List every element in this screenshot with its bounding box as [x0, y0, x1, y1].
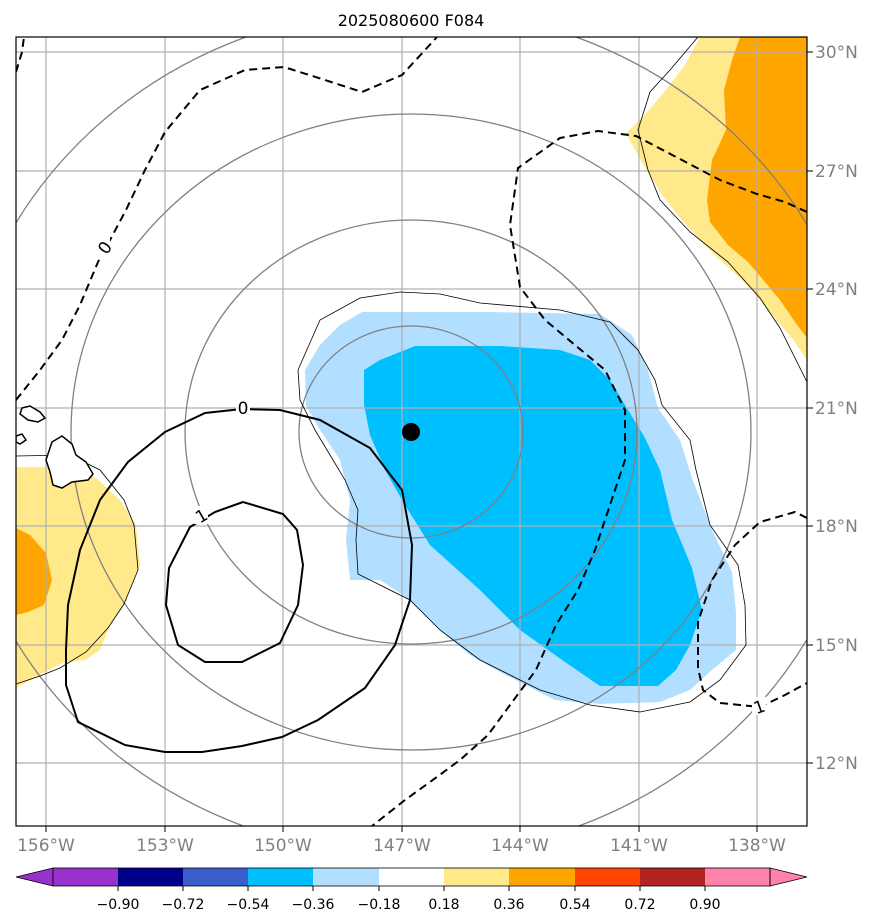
thin-outline-cool: [297, 291, 747, 713]
contour-labels: 0 0 1 1: [94, 238, 768, 719]
colorbar-bin-9: [575, 868, 640, 886]
lat-label-27n: 27°N: [815, 162, 858, 182]
colorbar-bin-1: [53, 868, 118, 886]
colorbar-bin-7: [444, 868, 509, 886]
colorbar-frame: [52, 867, 771, 887]
lon-label-153w: 153°W: [136, 836, 194, 856]
colorbar-bin-3: [183, 868, 248, 886]
colorbar-extend-low: [15, 867, 54, 887]
axis-ticks: [45, 51, 813, 832]
colorbar-label-7: 0.36: [493, 897, 524, 913]
island-big: [45, 435, 94, 489]
lon-label-144w: 144°W: [491, 836, 549, 856]
solid-contours: [65, 407, 414, 753]
lon-label-147w: 147°W: [373, 836, 431, 856]
lon-label-150w: 150°W: [254, 836, 312, 856]
island-maui: [19, 405, 47, 423]
colorbar-label-3: −0.54: [227, 897, 270, 913]
solid-contour-zero: [65, 407, 414, 753]
coastlines: [16, 405, 94, 489]
range-ring-3: [70, 113, 752, 751]
colorbar-label-2: −0.72: [162, 897, 205, 913]
lat-tick-labels: 30°N 27°N 24°N 21°N 18°N 15°N 12°N: [815, 43, 858, 774]
lat-label-30n: 30°N: [815, 43, 858, 63]
colorbar-label-9: 0.72: [624, 897, 655, 913]
colorbar-bin-4: [248, 868, 313, 886]
colorbar-bin-11: [705, 868, 770, 886]
colorbar: −0.90 −0.72 −0.54 −0.36 −0.18 0.18 0.36 …: [15, 867, 808, 913]
colorbar-label-10: 0.90: [689, 897, 720, 913]
lat-label-12n: 12°N: [815, 754, 858, 774]
colorbar-label-8: 0.54: [559, 897, 590, 913]
warm-anomaly-southwest: [16, 467, 140, 688]
lon-tick-labels: 156°W 153°W 150°W 147°W 144°W 141°W 138°…: [17, 836, 786, 856]
colorbar-ticks: [117, 886, 706, 891]
range-ring-2: [184, 219, 638, 645]
island-small: [16, 433, 28, 445]
lon-label-141w: 141°W: [610, 836, 668, 856]
map-panel: 0 0 1 1: [16, 37, 807, 826]
colorbar-bin-6: [379, 868, 444, 886]
figure-title: 2025080600 F084: [338, 11, 485, 30]
dashed-contour-east-loop: [371, 129, 807, 826]
colorbar-label-6: 0.18: [428, 897, 459, 913]
lat-label-15n: 15°N: [815, 636, 858, 656]
thin-outline-contours: [16, 37, 807, 713]
lat-label-24n: 24°N: [815, 280, 858, 300]
colorbar-labels: −0.90 −0.72 −0.54 −0.36 −0.18 0.18 0.36 …: [97, 897, 721, 913]
thin-outline-warm-ne: [637, 37, 807, 383]
lat-label-18n: 18°N: [815, 517, 858, 537]
storm-center-marker: [402, 423, 420, 441]
cool-anomaly-inner: [364, 346, 702, 686]
colorbar-bin-5: [313, 868, 379, 886]
colorbar-bin-2: [118, 868, 183, 886]
lat-label-21n: 21°N: [815, 399, 858, 419]
colorbar-label-4: −0.36: [292, 897, 335, 913]
thin-outline-warm-sw: [16, 454, 139, 685]
colorbar-extend-high: [769, 867, 808, 887]
colorbar-label-1: −0.90: [97, 897, 140, 913]
lon-label-156w: 156°W: [17, 836, 75, 856]
dashed-contour-zero-west: [16, 37, 438, 401]
lon-label-138w: 138°W: [728, 836, 786, 856]
contour-label-zero-solid: 0: [238, 399, 249, 419]
colorbar-label-5: −0.18: [358, 897, 401, 913]
colorbar-bin-10: [640, 868, 705, 886]
map-frame: [15, 36, 808, 827]
solid-contour-one: [164, 500, 305, 663]
colorbar-bin-8: [509, 868, 575, 886]
warm-anomaly-southwest-core: [16, 528, 52, 615]
